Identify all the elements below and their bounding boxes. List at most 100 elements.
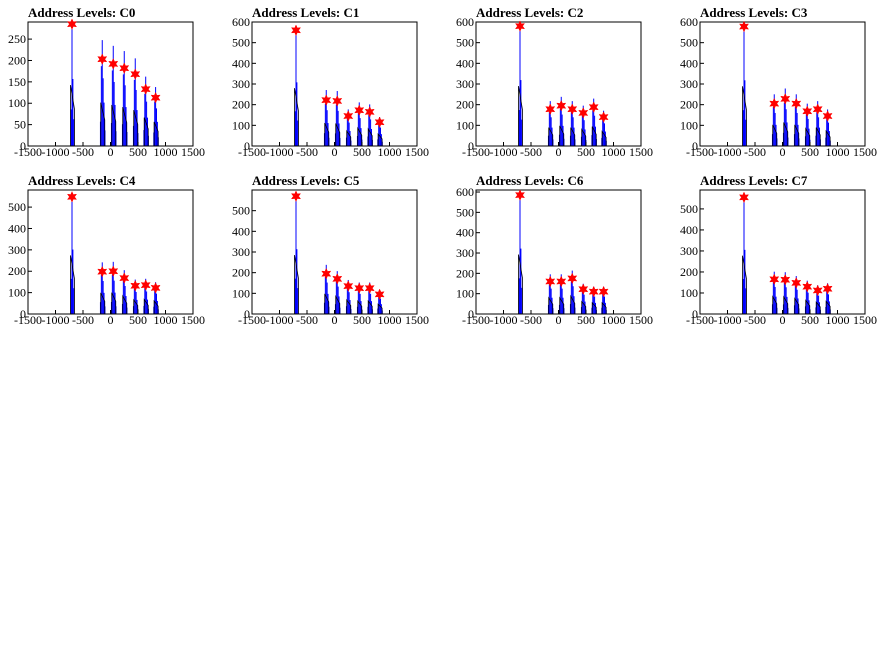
y-tick-label: 400 (8, 221, 26, 235)
histogram-outline (591, 301, 597, 314)
x-tick-label: 1000 (826, 313, 850, 327)
plot-frame (27, 189, 194, 315)
peak-star-marker (332, 95, 343, 107)
x-tick-label: -500 (296, 313, 318, 327)
y-tick-label: 400 (456, 56, 474, 70)
peak-star-marker (556, 275, 567, 288)
chart-svg: Address Levels: C0 0 50 100 150 200 250 -1500 -1… (8, 5, 205, 159)
y-tick-label: 500 (456, 205, 474, 219)
peak-star-marker (545, 275, 556, 288)
histogram-outline (122, 106, 128, 146)
histogram-outline (815, 301, 821, 314)
y-tick-label: 100 (456, 118, 474, 132)
x-tick-label: -500 (296, 145, 318, 159)
histogram-outline (518, 86, 523, 146)
x-tick-label: -500 (520, 145, 542, 159)
plot-frame (251, 21, 418, 147)
x-tick-label: 1500 (405, 145, 429, 159)
peak-star-marker (97, 265, 108, 278)
y-tick-label: 300 (456, 77, 474, 91)
histogram-outline (122, 294, 128, 314)
chart-title: Address Levels: C7 (700, 173, 808, 188)
histogram-outline (294, 255, 299, 314)
y-tick-label: 150 (8, 75, 26, 89)
x-tick-label: -1000 (490, 145, 518, 159)
histogram-outline (794, 124, 800, 146)
peak-star-marker (598, 285, 609, 298)
x-tick-label: -1000 (42, 313, 70, 327)
histogram-outline (324, 122, 330, 146)
x-tick-label: -1500 (462, 145, 490, 159)
x-tick-label: -1500 (238, 313, 266, 327)
x-tick-label: 1500 (853, 313, 877, 327)
x-tick-label: 1000 (378, 145, 402, 159)
chart-panel: Address Levels: C4 0 100 200 300 400 500 -1500-… (0, 168, 224, 336)
plot-frame (251, 189, 418, 315)
x-tick-label: 500 (577, 145, 595, 159)
x-tick-label: -1500 (14, 313, 42, 327)
histogram-outline (783, 295, 789, 314)
chart-svg: Address Levels: C1 0 100 200 300 400 500 600 -15… (232, 5, 429, 159)
histogram-outline (548, 127, 554, 146)
x-tick-label: 500 (129, 145, 147, 159)
y-tick-label: 300 (232, 245, 250, 259)
x-tick-label: 1000 (154, 145, 178, 159)
chart-panel: Address Levels: C3 0 100 200 300 400 500 600 -15… (672, 0, 896, 168)
histogram-outline (100, 292, 106, 314)
histogram-outline (559, 125, 565, 146)
histogram-outline (100, 102, 106, 146)
y-tick-label: 300 (680, 244, 698, 258)
y-tick-label: 0 (468, 139, 474, 153)
y-tick-label: 50 (14, 118, 26, 132)
histogram-outline (742, 255, 747, 314)
histogram-outline (742, 86, 747, 146)
y-tick-label: 100 (456, 287, 474, 301)
histogram-outline (581, 128, 587, 146)
histogram-outline (518, 254, 523, 314)
chart-panel: Address Levels: C7 0 100 200 300 400 500 -1500-… (672, 168, 896, 336)
chart-title: Address Levels: C3 (700, 5, 808, 20)
peak-star-marker (119, 62, 130, 74)
y-tick-label: 600 (680, 15, 698, 29)
chart-svg: Address Levels: C50100200300400500-1500-… (232, 173, 429, 327)
peak-star-marker (374, 288, 385, 301)
histogram-outline (70, 85, 75, 146)
histogram-outline (367, 299, 373, 314)
x-tick-label: 0 (108, 145, 114, 159)
x-tick-label: 1500 (629, 145, 653, 159)
histogram-outline (772, 295, 778, 314)
peak-star-marker (598, 111, 609, 123)
histogram-outline (346, 129, 352, 146)
y-tick-label: 500 (232, 204, 250, 218)
histogram-outline (346, 298, 352, 314)
peak-star-marker (769, 97, 780, 110)
x-tick-label: -1500 (14, 145, 42, 159)
x-tick-label: 500 (801, 145, 819, 159)
y-tick-label: 100 (232, 118, 250, 132)
x-tick-label: 1000 (378, 313, 402, 327)
y-tick-label: 100 (8, 96, 26, 110)
peak-star-marker (588, 101, 599, 113)
histogram-outline (133, 109, 139, 146)
y-tick-label: 100 (8, 286, 26, 300)
histogram-outline (783, 122, 789, 146)
peak-star-marker (321, 267, 332, 280)
chart-panel: Address Levels: C6 0 100 200 300 400 500 600 -15… (448, 168, 672, 336)
x-tick-label: 500 (577, 313, 595, 327)
y-tick-label: 200 (680, 265, 698, 279)
chart-title: Address Levels: C5 (252, 173, 360, 188)
chart-svg: Address Levels: C3 0 100 200 300 400 500 600 -15… (680, 5, 877, 159)
y-tick-label: 500 (8, 200, 26, 214)
peak-star-marker (812, 103, 823, 116)
histogram-outline (559, 296, 565, 314)
peak-star-marker (812, 284, 823, 297)
peak-star-marker (140, 279, 151, 291)
peak-star-marker (290, 190, 302, 203)
x-tick-label: 500 (353, 145, 371, 159)
x-tick-label: 0 (108, 313, 114, 327)
chart-panel: Address Levels: C2 0 100 200 300 400 500 600 -15… (448, 0, 672, 168)
histogram-outline (357, 126, 363, 146)
x-tick-label: 1000 (154, 313, 178, 327)
x-tick-label: 1500 (853, 145, 877, 159)
y-tick-label: 400 (232, 56, 250, 70)
